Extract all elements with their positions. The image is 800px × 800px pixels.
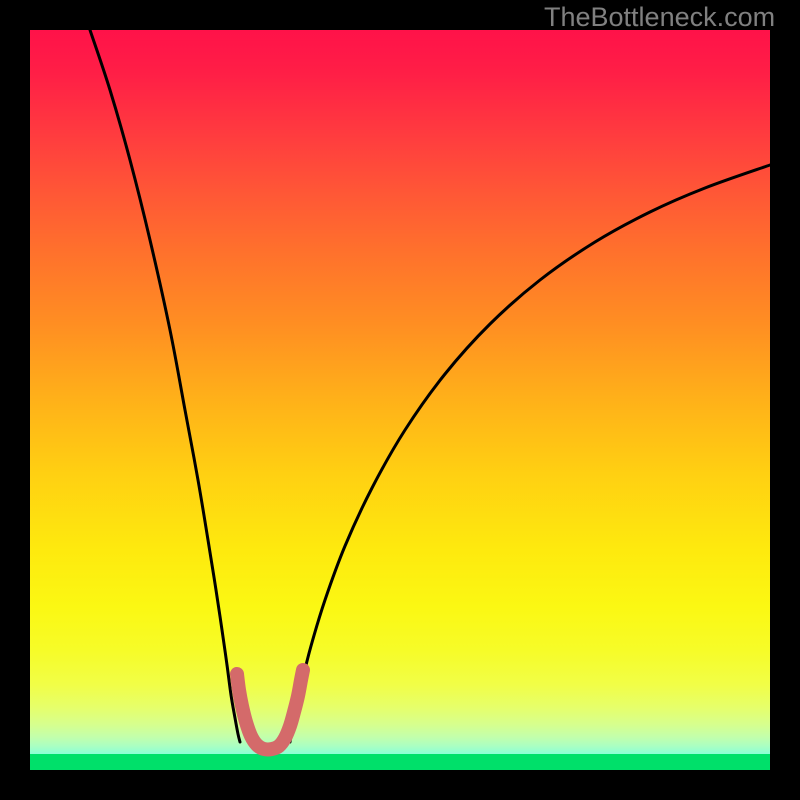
chart-frame: TheBottleneck.com — [0, 0, 800, 800]
curve-right — [290, 165, 770, 742]
curves-layer — [0, 0, 800, 800]
watermark-text: TheBottleneck.com — [544, 2, 775, 33]
curve-left — [90, 30, 240, 742]
trough-accent — [237, 670, 303, 749]
